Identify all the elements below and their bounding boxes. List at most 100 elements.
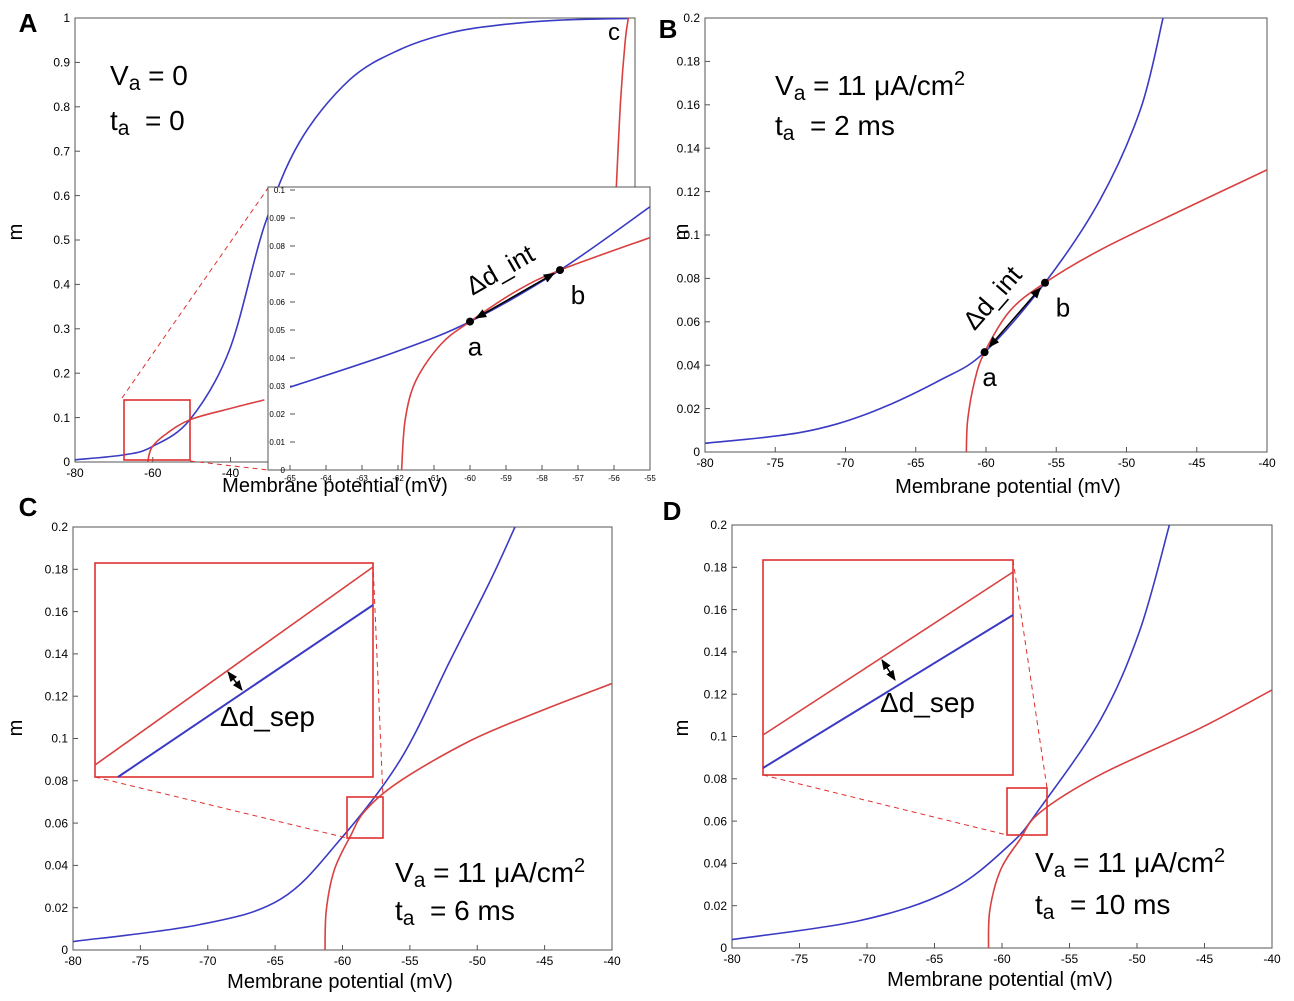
- zoom-red-line: [94, 566, 374, 766]
- point: [1041, 278, 1050, 287]
- annotation-symbol: t: [775, 110, 783, 141]
- y-tick-label: 0.14: [677, 141, 701, 155]
- zoom-inset: [94, 562, 374, 778]
- y-tick-label: 0.01: [269, 438, 285, 447]
- point: [466, 317, 474, 326]
- x-tick-label: -40: [1258, 456, 1276, 470]
- separation-arrow: [227, 671, 243, 691]
- plot-area: [732, 525, 1272, 948]
- x-tick-label: -65: [926, 952, 944, 966]
- annotation-symbol: t: [1035, 889, 1043, 920]
- annotation-subscript: a: [1043, 901, 1055, 924]
- annotation: ta = 10 ms: [1035, 889, 1170, 924]
- y-tick-label: 0.08: [677, 272, 701, 286]
- y-tick-label: 0.18: [704, 561, 728, 575]
- annotation-text: = 6 ms: [414, 895, 514, 926]
- x-tick-label: -70: [837, 456, 855, 470]
- x-tick-label: -70: [199, 954, 217, 968]
- y-tick-label: 0.14: [45, 647, 69, 661]
- zoom-connector: [372, 562, 384, 798]
- y-tick-label: 0.16: [45, 605, 69, 619]
- x-tick-label: -80: [723, 952, 741, 966]
- y-tick-label: 0.06: [45, 816, 69, 830]
- annotation-symbol: t: [110, 105, 118, 136]
- y-tick-label: 0.02: [45, 901, 69, 915]
- separation-label: Δd_sep: [880, 687, 975, 718]
- y-tick-label: 0.09: [269, 214, 285, 223]
- annotation-subscript: a: [1054, 859, 1066, 882]
- annotation-subscript: a: [403, 907, 415, 930]
- zoom-box: [1006, 787, 1048, 836]
- delta-arrow: [988, 287, 1042, 348]
- y-tick-label: 0.02: [704, 899, 728, 913]
- x-tick-label: -63: [356, 474, 368, 483]
- x-tick-label: -64: [320, 474, 332, 483]
- annotation-subscript: a: [783, 122, 795, 145]
- annotation-text: = 0: [129, 105, 184, 136]
- y-tick-label: 0.04: [704, 857, 728, 871]
- annotation-subscript: a: [129, 72, 141, 95]
- x-tick-label: -62: [392, 474, 404, 483]
- y-tick-label: 1: [63, 11, 70, 25]
- annotation-superscript: 2: [1214, 845, 1225, 867]
- y-tick-label: 0.08: [704, 772, 728, 786]
- x-tick-label: -60: [977, 456, 995, 470]
- zoom-connector: [121, 187, 269, 399]
- annotation-symbol: V: [395, 857, 414, 888]
- annotation: Va = 11 μA/cm2: [395, 855, 585, 892]
- annotation-text: = 11 μA/cm: [805, 70, 954, 101]
- panel: -80 -75 -70 -65 -60 -55 -50 -45 -40 0 0.02 0.04 0.06…: [659, 11, 1276, 498]
- plot-area: [73, 527, 612, 950]
- y-tick-label: 0.2: [53, 366, 70, 380]
- x-tick-label: -56: [608, 474, 620, 483]
- x-axis-label: Membrane potential (mV): [887, 969, 1113, 991]
- y-tick-label: 0.1: [710, 730, 727, 744]
- x-axis-label: Membrane potential (mV): [222, 475, 448, 497]
- annotation-symbol: V: [1035, 847, 1054, 878]
- y-tick-label: 0.07: [269, 270, 285, 279]
- y-tick-label: 0.08: [45, 774, 69, 788]
- panel-letter: C: [19, 492, 38, 522]
- y-tick-label: 0.03: [269, 382, 285, 391]
- plot-area: [75, 18, 630, 462]
- y-axis-label: m: [5, 224, 27, 241]
- panel-letter: B: [659, 14, 678, 44]
- delta-arrow: [475, 272, 555, 319]
- zoom-red-line: [762, 571, 1014, 736]
- y-tick-label: 0.05: [269, 326, 285, 335]
- annotation-text: = 11 μA/cm: [425, 857, 574, 888]
- x-tick-label: -65: [907, 456, 925, 470]
- y-tick-label: 0.1: [51, 732, 68, 746]
- panel: -80 -75 -70 -65 -60 -55 -50 -45 -40 0 0.02 0.04 0.06…: [5, 492, 621, 993]
- y-tick-label: 0.04: [677, 358, 701, 372]
- annotation-subscript: a: [414, 869, 426, 892]
- separation-arrow: [881, 659, 896, 681]
- panel: -80 -60 -40 0 0.1 0.2 0.3 0.4 0.5 0.6 0.7 0.8 0.9 1 Me…: [5, 8, 636, 497]
- annotation-text: = 0: [140, 60, 187, 91]
- x-tick-label: -45: [536, 954, 554, 968]
- y-tick-label: 0.2: [710, 518, 727, 532]
- annotation: ta = 0: [110, 105, 185, 140]
- y-tick-label: 0.4: [53, 278, 70, 292]
- x-tick-label: -65: [284, 474, 296, 483]
- panel-letter: D: [663, 496, 682, 526]
- x-tick-label: -59: [500, 474, 512, 483]
- y-tick-label: 0.06: [677, 315, 701, 329]
- annotation-symbol: t: [395, 895, 403, 926]
- y-tick-label: 0.16: [704, 603, 728, 617]
- point: [980, 348, 989, 357]
- y-tick-label: 0.1: [53, 411, 70, 425]
- y-tick-label: 0.1: [274, 186, 286, 195]
- y-tick-label: 0.16: [677, 98, 701, 112]
- point-label: a: [982, 362, 997, 392]
- zoom-connector: [94, 776, 348, 839]
- point-label: b: [571, 280, 585, 310]
- y-tick-label: 0.18: [45, 563, 69, 577]
- y-tick-label: 0.18: [677, 55, 701, 69]
- point-label: a: [468, 332, 483, 362]
- y-axis-label: m: [671, 720, 693, 737]
- y-tick-label: 0: [693, 445, 700, 459]
- panel: -65 -64 -63 -62 -61 -60 -59 -58 -57 -56 -55 0 0.01 0.…: [267, 186, 656, 483]
